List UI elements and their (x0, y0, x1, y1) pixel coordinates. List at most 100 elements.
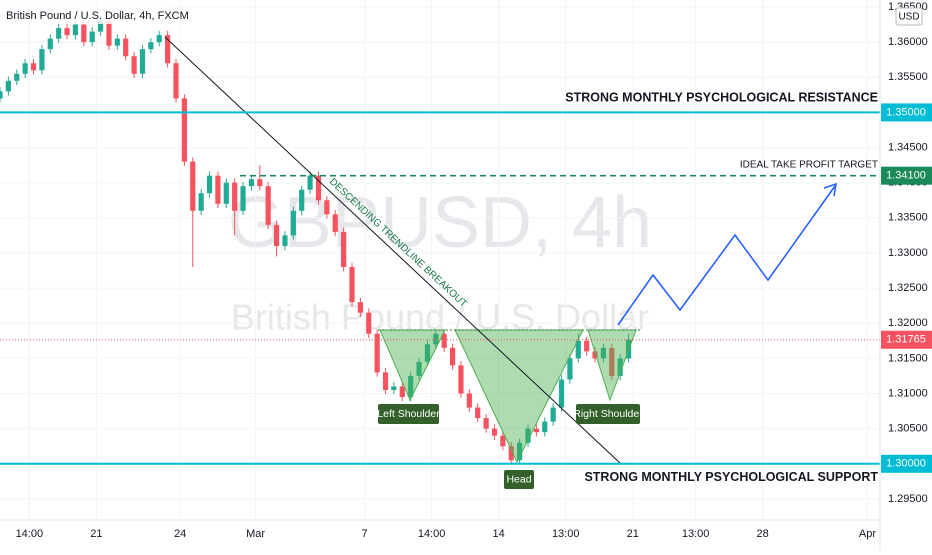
x-tick-label: 7 (362, 528, 368, 540)
currency-box (895, 7, 923, 26)
candle-body (232, 182, 238, 211)
x-tick-label: 21 (627, 528, 639, 540)
x-tick-label: 24 (174, 528, 186, 540)
x-tick-label: 14:00 (16, 528, 44, 540)
candle-body (156, 35, 162, 43)
candle-body (198, 193, 204, 211)
candle-body (558, 379, 565, 408)
candle-body (441, 333, 447, 348)
candle-body (491, 428, 498, 436)
candle-body (215, 175, 221, 204)
candle-body (97, 21, 104, 32)
candle-body (617, 358, 623, 376)
candle-body (22, 63, 28, 74)
x-tick-label: 28 (757, 528, 769, 540)
x-tick-label: 13:00 (682, 528, 710, 540)
candle-body (139, 49, 146, 74)
x-tick-label: Mar (246, 528, 265, 540)
level-name: IDEAL TAKE PROFIT TARGET (740, 159, 878, 170)
candle-body (533, 428, 539, 433)
candle-body (315, 175, 322, 201)
y-tick-label: 1.32500 (888, 282, 928, 294)
watermark-sub: British Pound / U.S. Dollar (231, 297, 649, 338)
candle-body (307, 175, 313, 190)
levels: STRONG MONTHLY PSYCHOLOGICAL RESISTANCE I… (0, 91, 880, 484)
candle-body (508, 446, 514, 461)
candle-body (592, 351, 598, 359)
x-tick-label: 21 (90, 528, 102, 540)
candle-body (542, 421, 548, 433)
level-name: STRONG MONTHLY PSYCHOLOGICAL RESISTANCE (565, 91, 878, 105)
candle-body (550, 407, 556, 422)
candle-body (14, 73, 20, 81)
candle-body (64, 28, 70, 36)
candle-body (30, 63, 37, 71)
candle-body (265, 186, 271, 225)
price-badge-label: 1.31765 (886, 334, 926, 346)
candle-body (106, 21, 112, 46)
candle-body (148, 42, 154, 50)
label-box (504, 470, 534, 489)
projection-arrow (823, 182, 838, 197)
candle-body (72, 24, 79, 36)
candle-body (374, 333, 380, 373)
candle-body (366, 312, 372, 334)
price-badge (881, 330, 932, 349)
candle-body (584, 340, 590, 352)
candle-body (575, 340, 581, 359)
candle-body (0, 91, 3, 99)
price-badge-label: 1.30000 (886, 458, 926, 470)
candle-body (89, 31, 95, 43)
candle-body (324, 200, 330, 215)
candle-body (399, 386, 405, 398)
candle-body (131, 56, 137, 74)
title-bg (0, 4, 172, 24)
candle-body (458, 365, 464, 394)
candle-body (600, 347, 607, 359)
candle-body (190, 161, 196, 211)
candle-body (206, 175, 213, 194)
candle-body (483, 418, 489, 429)
x-tick-label: 13:00 (552, 528, 580, 540)
price-badge-label: 1.35000 (886, 106, 926, 118)
candle-body (433, 333, 439, 345)
currency: USD (898, 12, 919, 23)
candle-body (609, 347, 615, 376)
y-tick-label: 1.30500 (888, 423, 928, 435)
candle-body (500, 435, 506, 447)
watermark: GBPUSD, 4h (228, 183, 652, 263)
candles (0, 16, 632, 465)
x-tick-label: Apr (859, 528, 876, 540)
y-tick-label: 1.31000 (888, 387, 928, 399)
projection (617, 185, 836, 326)
chart-title: British Pound / U.S. Dollar, 4h, FXCM (6, 10, 189, 22)
candle-body (299, 189, 305, 211)
candle-body (282, 235, 288, 246)
candle-body (165, 35, 171, 64)
x-tick-label: 14:00 (418, 528, 446, 540)
price-badge (881, 166, 932, 185)
candle-body (123, 38, 129, 57)
candle-body (567, 358, 573, 380)
candle-body (349, 267, 355, 303)
y-tick-label: 1.31500 (888, 352, 928, 364)
head-label: Head (506, 473, 531, 485)
candle-body (341, 231, 347, 268)
candle-body (290, 210, 296, 236)
y-tick-label: 1.32000 (888, 317, 928, 329)
candle-body (240, 186, 246, 211)
price-badge (881, 454, 932, 473)
y-tick-label: 1.36000 (888, 36, 928, 48)
candle-body (408, 375, 414, 398)
candle-body (81, 24, 87, 43)
candle-body (5, 80, 11, 92)
candle-body (39, 49, 45, 71)
y-tick-label: 1.35500 (888, 71, 928, 83)
candle-body (181, 98, 187, 162)
candle-body (475, 407, 481, 419)
candle-body (391, 386, 397, 390)
candle-body (449, 347, 456, 366)
level-name: STRONG MONTHLY PSYCHOLOGICAL SUPPORT (584, 470, 878, 484)
